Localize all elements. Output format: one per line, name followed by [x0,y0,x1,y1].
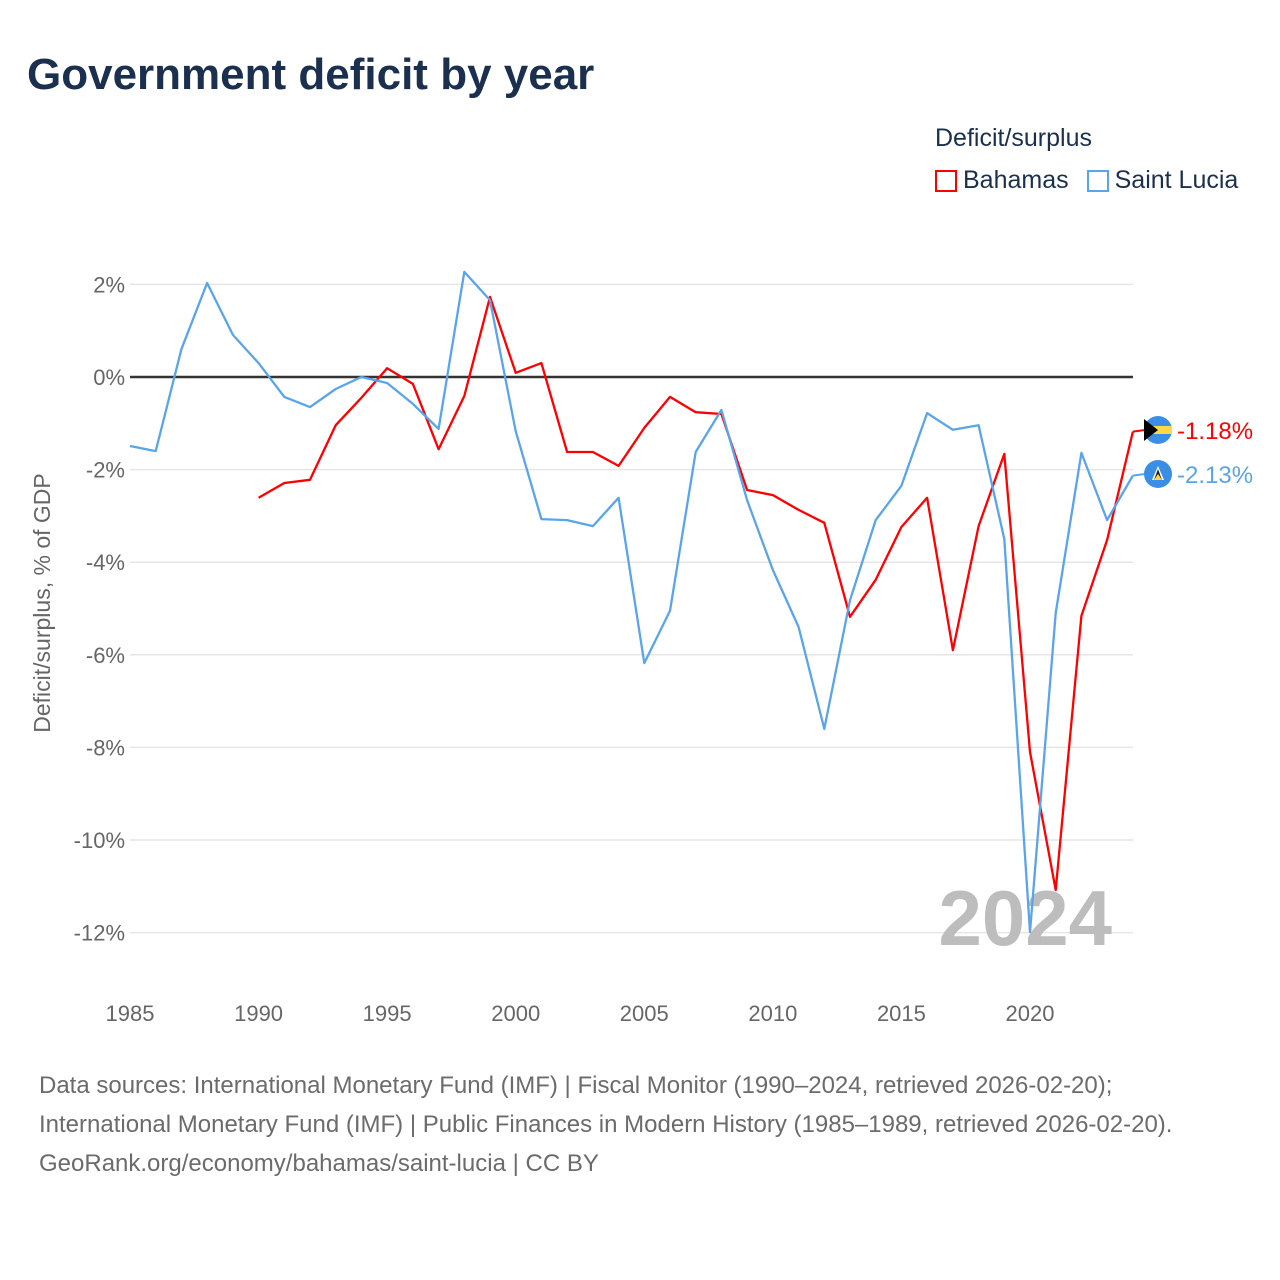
y-tick-label: -10% [74,828,125,853]
x-tick-label: 2005 [620,1001,669,1026]
end-label-connector [1132,429,1146,433]
x-tick-label: 1995 [363,1001,412,1026]
end-value-label: -2.13% [1177,462,1253,489]
x-tick-label: 2020 [1006,1001,1055,1026]
y-tick-label: -4% [86,550,125,575]
x-tick-label: 1985 [106,1001,155,1026]
x-tick-label: 1990 [234,1001,283,1026]
y-tick-label: -6% [86,643,125,668]
bahamas-flag-triangle [1144,419,1158,441]
y-tick-label: 2% [93,272,125,297]
x-tick-label: 2015 [877,1001,926,1026]
credit-link[interactable]: GeoRank.org/economy/bahamas/saint-lucia … [39,1150,599,1177]
legend-item-saint-lucia[interactable]: Saint Lucia [1086,166,1239,195]
legend: Bahamas Saint Lucia [935,166,1238,195]
y-tick-label: -12% [74,921,125,946]
line-chart: 2% 0% -2% -4% -6% -8% -10% -12% 1985 1990 1995 2000… [29,270,1253,1026]
series-line-bahamas [258,295,1135,892]
y-axis-label: Deficit/surplus, % of GDP [29,473,55,732]
saint-lucia-flag-gold [1154,474,1162,480]
legend-label: Saint Lucia [1114,166,1239,194]
chart-title: Government deficit by year [27,50,595,99]
series-line-saint-lucia [129,270,1134,934]
y-tick-label: -2% [86,458,125,483]
y-tick-label: -8% [86,735,125,760]
y-tick-label: 0% [93,365,125,390]
year-watermark: 2024 [938,874,1112,962]
x-tick-label: 2010 [748,1001,797,1026]
legend-label: Bahamas [963,166,1069,194]
end-value-label: -1.18% [1177,418,1253,445]
legend-item-bahamas[interactable]: Bahamas [935,166,1069,195]
legend-swatch-saint-lucia [1086,169,1109,192]
end-label-connector [1132,473,1146,477]
legend-title: Deficit/surplus [935,124,1092,152]
legend-swatch-bahamas [935,169,957,192]
x-tick-label: 2000 [491,1001,540,1026]
data-sources: Data sources: International Monetary Fun… [39,1072,1173,1138]
footer: Data sources: International Monetary Fun… [39,1066,1239,1183]
